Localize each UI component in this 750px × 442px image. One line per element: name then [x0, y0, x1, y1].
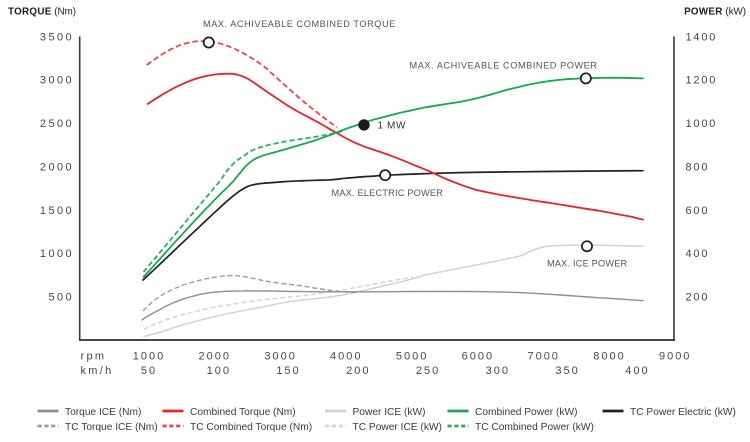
svg-text:TC Power ICE (kW): TC Power ICE (kW) [353, 422, 442, 433]
svg-text:3500: 3500 [40, 31, 74, 43]
svg-text:9000: 9000 [659, 351, 691, 363]
svg-text:6000: 6000 [462, 351, 494, 363]
svg-text:MAX. ICE POWER: MAX. ICE POWER [547, 258, 628, 268]
svg-text:POWER (kW): POWER (kW) [684, 7, 746, 18]
svg-text:400: 400 [686, 248, 710, 260]
svg-text:Combined Torque (Nm): Combined Torque (Nm) [190, 407, 296, 418]
svg-text:TC Torque ICE (Nm): TC Torque ICE (Nm) [65, 422, 158, 433]
svg-text:2000: 2000 [40, 161, 74, 173]
svg-text:150: 150 [276, 365, 300, 377]
svg-text:50: 50 [141, 365, 157, 377]
svg-text:1 MW: 1 MW [378, 120, 407, 131]
svg-text:4000: 4000 [330, 351, 362, 363]
svg-text:TC Power Electric (kW): TC Power Electric (kW) [630, 407, 736, 418]
svg-text:300: 300 [486, 365, 510, 377]
svg-text:TORQUE (Nm): TORQUE (Nm) [8, 7, 76, 18]
svg-text:600: 600 [686, 205, 710, 217]
svg-text:200: 200 [686, 292, 710, 304]
svg-text:rpm: rpm [81, 351, 107, 363]
svg-text:MAX. ACHIVEABLE COMBINED TORQU: MAX. ACHIVEABLE COMBINED TORQUE [203, 19, 396, 29]
svg-text:8000: 8000 [593, 351, 625, 363]
svg-text:Combined Power (kW): Combined Power (kW) [475, 407, 577, 418]
svg-text:1000: 1000 [133, 351, 165, 363]
svg-text:Torque ICE (Nm): Torque ICE (Nm) [65, 407, 141, 418]
svg-text:100: 100 [207, 365, 231, 377]
svg-text:3000: 3000 [264, 351, 296, 363]
svg-text:1500: 1500 [40, 205, 74, 217]
svg-text:TC Combined Power (kW): TC Combined Power (kW) [475, 422, 594, 433]
svg-text:200: 200 [346, 365, 370, 377]
svg-text:400: 400 [625, 365, 649, 377]
svg-text:1000: 1000 [40, 248, 74, 260]
svg-text:5000: 5000 [396, 351, 428, 363]
svg-text:350: 350 [555, 365, 579, 377]
svg-text:MAX. ACHIVEABLE COMBINED POWER: MAX. ACHIVEABLE COMBINED POWER [410, 61, 598, 71]
svg-text:250: 250 [416, 365, 440, 377]
svg-text:2500: 2500 [40, 118, 74, 130]
svg-text:MAX. ELECTRIC POWER: MAX. ELECTRIC POWER [332, 188, 444, 198]
svg-text:1400: 1400 [686, 31, 718, 43]
svg-text:1200: 1200 [686, 75, 718, 87]
svg-text:500: 500 [48, 292, 74, 304]
svg-text:km/h: km/h [81, 365, 114, 377]
svg-text:TC Combined Torque (Nm): TC Combined Torque (Nm) [190, 422, 312, 433]
svg-text:7000: 7000 [527, 351, 559, 363]
svg-text:800: 800 [686, 161, 710, 173]
svg-text:2000: 2000 [199, 351, 231, 363]
svg-text:1000: 1000 [686, 118, 718, 130]
svg-text:3000: 3000 [40, 75, 74, 87]
svg-text:Power ICE (kW): Power ICE (kW) [353, 407, 426, 418]
